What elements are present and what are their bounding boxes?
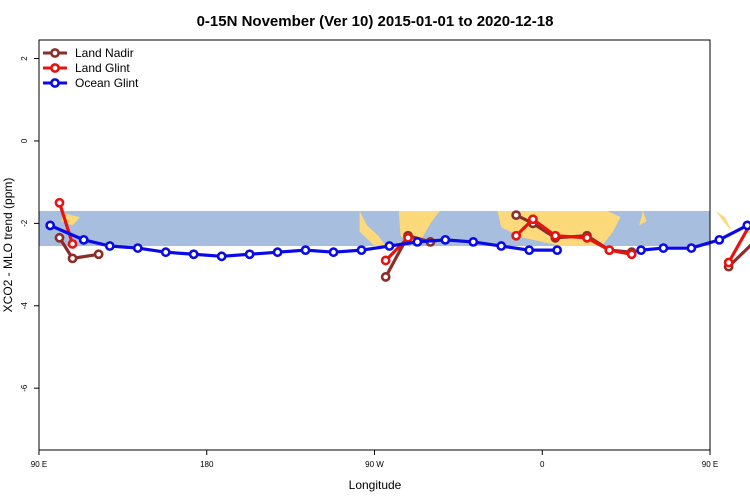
- data-point: [380, 272, 391, 282]
- land-mass-0: [359, 211, 386, 247]
- data-point: [582, 232, 592, 243]
- data-point: [686, 243, 697, 253]
- data-point: [216, 251, 227, 262]
- y-axis-label: XCO2 - MLO trend (ppm): [1, 178, 15, 313]
- series-line: [640, 223, 750, 252]
- data-point: [468, 237, 479, 247]
- data-point: [300, 245, 311, 256]
- data-point: [403, 232, 413, 243]
- data-point: [78, 234, 89, 245]
- data-point: [636, 245, 646, 256]
- x-tick-label: 90 E: [31, 460, 47, 469]
- data-point: [714, 234, 725, 245]
- legend-swatch-point: [50, 63, 60, 73]
- data-point: [328, 247, 339, 258]
- chart-title: 0-15N November (Ver 10) 2015-01-01 to 20…: [197, 13, 554, 30]
- data-point: [272, 247, 283, 258]
- y-tick-label: 0: [20, 138, 29, 143]
- data-point: [552, 245, 563, 256]
- series-land-glint: [54, 197, 750, 268]
- data-point: [384, 241, 395, 251]
- data-point: [742, 220, 750, 231]
- data-point: [67, 253, 78, 264]
- data-point: [658, 243, 669, 253]
- data-point: [160, 247, 171, 258]
- legend-label: Ocean Glint: [75, 76, 139, 90]
- legend-swatch-point: [50, 48, 60, 58]
- data-point: [356, 245, 367, 256]
- series-line: [384, 236, 410, 262]
- land-mass-3: [639, 211, 647, 226]
- legend-item: Land Glint: [43, 61, 130, 75]
- axes: 90 E 180 90 W 0 90 E 2 0 -2 -4 -6: [20, 56, 718, 469]
- legend-item: Ocean Glint: [43, 76, 139, 90]
- series-line: [57, 202, 75, 245]
- data-point: [54, 232, 65, 243]
- data-point: [45, 220, 56, 231]
- land-mass-4: [715, 211, 733, 232]
- data-point: [132, 243, 143, 253]
- data-point: [412, 237, 423, 247]
- series-line: [727, 221, 750, 264]
- legend-label: Land Nadir: [75, 46, 134, 60]
- data-point: [550, 230, 561, 241]
- y-tick-label: -2: [20, 219, 29, 227]
- series-ocean-glint: [45, 220, 750, 262]
- data-point: [604, 245, 615, 256]
- series-line: [727, 243, 750, 268]
- data-point: [528, 214, 538, 225]
- x-tick-label: 90 E: [702, 460, 718, 469]
- data-point: [93, 249, 104, 260]
- data-point: [244, 249, 255, 260]
- x-axis-label: Longitude: [349, 478, 402, 492]
- data-point: [54, 197, 65, 208]
- data-point: [440, 234, 451, 245]
- legend-label: Land Glint: [75, 61, 130, 75]
- data-point: [511, 230, 522, 241]
- x-tick-label: 90 W: [365, 460, 384, 469]
- data-point: [524, 245, 535, 256]
- legend-item: Land Nadir: [43, 46, 134, 60]
- data-point: [104, 241, 115, 251]
- data-point: [496, 241, 507, 251]
- y-tick-label: -6: [20, 384, 29, 392]
- y-tick-label: 2: [20, 56, 29, 61]
- series-layer: [45, 197, 750, 282]
- x-tick-label: 0: [540, 460, 545, 469]
- data-point: [188, 249, 199, 260]
- data-point: [723, 257, 734, 268]
- y-tick-label: -4: [20, 302, 29, 310]
- data-point: [511, 210, 522, 221]
- data-point: [67, 239, 78, 249]
- data-point: [380, 255, 391, 266]
- data-point: [626, 249, 637, 260]
- legend-swatch-point: [50, 78, 60, 88]
- plot-frame: [38, 39, 711, 451]
- map-band: [39, 211, 750, 247]
- x-tick-label: 180: [200, 460, 214, 469]
